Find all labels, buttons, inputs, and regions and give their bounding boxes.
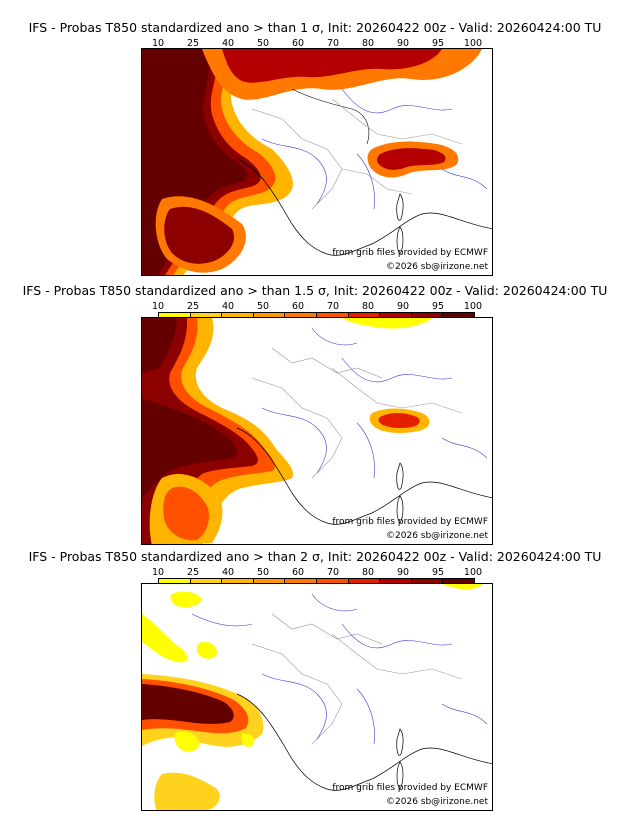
probability-map: from grib files provided by ECMWF ©2026 … [141, 48, 493, 276]
scale-label: 25 [186, 38, 200, 49]
colorbar-swatch [380, 313, 412, 319]
scale-label: 50 [256, 301, 270, 312]
colorbar-swatch [285, 313, 317, 319]
colorbar-swatch [443, 579, 474, 585]
credit-copyright: ©2026 sb@irizone.net [386, 797, 488, 807]
map-graphic [142, 318, 492, 544]
colorbar-labels: 10 25 40 50 60 70 80 90 95 100 [151, 567, 483, 578]
scale-label: 90 [396, 38, 410, 49]
scale-label: 50 [256, 38, 270, 49]
colorbar-swatch [411, 313, 444, 319]
colorbar-swatch [222, 579, 254, 585]
colorbar-swatch [253, 313, 286, 319]
colorbar-swatch [348, 313, 381, 319]
colorbar [158, 578, 475, 586]
scale-label: 100 [463, 567, 483, 578]
colorbar-labels: 10 25 40 50 60 70 80 90 95 100 [151, 38, 483, 49]
credit-source: from grib files provided by ECMWF [332, 248, 488, 258]
scale-label: 10 [151, 567, 165, 578]
colorbar-swatch [348, 579, 381, 585]
panel-title: IFS - Probas T850 standardized ano > tha… [28, 549, 602, 564]
credit-source: from grib files provided by ECMWF [332, 783, 488, 793]
colorbar-swatch [316, 313, 349, 319]
colorbar-swatch [253, 579, 286, 585]
colorbar-swatch [316, 579, 349, 585]
scale-label: 10 [151, 38, 165, 49]
panel-title: IFS - Probas T850 standardized ano > tha… [28, 20, 602, 35]
scale-label: 95 [431, 38, 445, 49]
map-graphic [142, 584, 492, 810]
colorbar-swatch [190, 313, 223, 319]
scale-label: 60 [291, 567, 305, 578]
scale-label: 95 [431, 567, 445, 578]
scale-label: 100 [463, 301, 483, 312]
probability-map: from grib files provided by ECMWF ©2026 … [141, 317, 493, 545]
scale-label: 100 [463, 38, 483, 49]
colorbar [158, 312, 475, 320]
scale-label: 80 [361, 567, 375, 578]
credit-source: from grib files provided by ECMWF [332, 517, 488, 527]
credit-copyright: ©2026 sb@irizone.net [386, 531, 488, 541]
scale-label: 90 [396, 301, 410, 312]
colorbar-swatch [159, 313, 191, 319]
scale-label: 25 [186, 567, 200, 578]
scale-label: 95 [431, 301, 445, 312]
credit-copyright: ©2026 sb@irizone.net [386, 262, 488, 272]
scale-label: 10 [151, 301, 165, 312]
colorbar-swatch [190, 579, 223, 585]
scale-label: 70 [326, 301, 340, 312]
scale-label: 50 [256, 567, 270, 578]
colorbar-swatch [411, 579, 444, 585]
colorbar-swatch [380, 579, 412, 585]
scale-label: 40 [221, 301, 235, 312]
colorbar-swatch [443, 313, 474, 319]
colorbar-swatch [159, 579, 191, 585]
scale-label: 60 [291, 38, 305, 49]
scale-label: 90 [396, 567, 410, 578]
panel-title: IFS - Probas T850 standardized ano > tha… [22, 283, 608, 298]
scale-label: 25 [186, 301, 200, 312]
scale-label: 60 [291, 301, 305, 312]
probability-map: from grib files provided by ECMWF ©2026 … [141, 583, 493, 811]
map-graphic [142, 49, 492, 275]
scale-label: 80 [361, 38, 375, 49]
scale-label: 40 [221, 567, 235, 578]
scale-label: 80 [361, 301, 375, 312]
scale-label: 40 [221, 38, 235, 49]
colorbar-labels: 10 25 40 50 60 70 80 90 95 100 [151, 301, 483, 312]
scale-label: 70 [326, 38, 340, 49]
colorbar-swatch [285, 579, 317, 585]
scale-label: 70 [326, 567, 340, 578]
colorbar-swatch [222, 313, 254, 319]
